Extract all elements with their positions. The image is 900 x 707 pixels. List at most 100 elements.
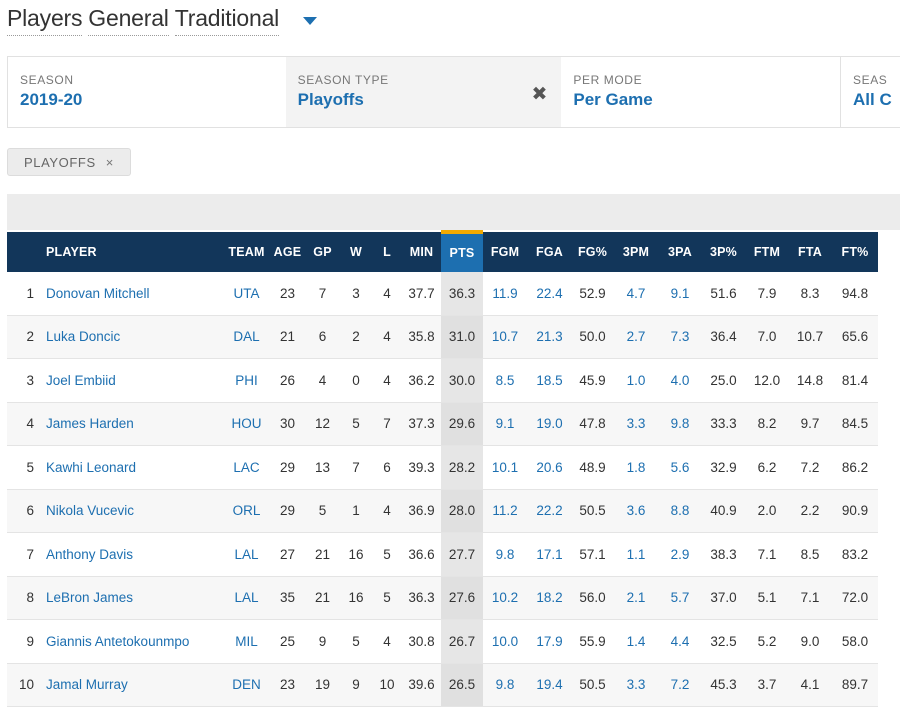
cell-fga[interactable]: 19.4 [527, 663, 572, 707]
col-fga[interactable]: FGA [527, 232, 572, 272]
cell-3pa[interactable]: 2.9 [659, 532, 701, 577]
col-team[interactable]: TEAM [223, 232, 270, 272]
col-fta[interactable]: FTA [788, 232, 832, 272]
cell-3pm[interactable]: 1.0 [613, 358, 659, 403]
cell-min: 36.2 [402, 358, 441, 403]
cell-fg-pct: 50.5 [572, 489, 613, 533]
filter-per-mode[interactable]: PER MODE Per Game [561, 57, 841, 127]
cell-player[interactable]: Kawhi Leonard [41, 445, 223, 490]
cell-3pa[interactable]: 7.2 [659, 663, 701, 707]
filter-season-type[interactable]: SEASON TYPE Playoffs ✖ [285, 57, 562, 127]
close-icon[interactable]: ✖ [531, 84, 548, 105]
cell-fgm[interactable]: 10.7 [483, 315, 527, 359]
cell-player[interactable]: Giannis Antetokounmpo [41, 619, 223, 664]
cell-team[interactable]: PHI [223, 358, 270, 403]
cell-fgm[interactable]: 10.2 [483, 576, 527, 620]
cell-3pm[interactable]: 1.8 [613, 445, 659, 490]
cell-player[interactable]: Donovan Mitchell [41, 272, 223, 316]
col-l[interactable]: L [372, 232, 402, 272]
cell-fgm[interactable]: 11.9 [483, 272, 527, 316]
cell-team[interactable]: ORL [223, 489, 270, 533]
cell-team[interactable]: LAC [223, 445, 270, 490]
cell-fga[interactable]: 21.3 [527, 315, 572, 359]
cell-3pm[interactable]: 3.3 [613, 402, 659, 446]
col-gp[interactable]: GP [305, 232, 340, 272]
col-min[interactable]: MIN [402, 232, 441, 272]
cell-pts: 27.7 [441, 532, 483, 577]
cell-team[interactable]: UTA [223, 272, 270, 316]
col-player[interactable]: PLAYER [41, 232, 223, 272]
cell-3p-pct: 32.5 [701, 619, 746, 664]
cell-player[interactable]: James Harden [41, 402, 223, 446]
cell-3pa[interactable]: 4.0 [659, 358, 701, 403]
col-fg-pct[interactable]: FG% [572, 232, 613, 272]
cell-team[interactable]: DAL [223, 315, 270, 359]
col-fgm[interactable]: FGM [483, 232, 527, 272]
cell-3pa[interactable]: 4.4 [659, 619, 701, 664]
cell-fgm[interactable]: 11.2 [483, 489, 527, 533]
col-ft-pct[interactable]: FT% [832, 232, 878, 272]
cell-fgm[interactable]: 8.5 [483, 358, 527, 403]
cell-team[interactable]: MIL [223, 619, 270, 664]
cell-fgm[interactable]: 10.1 [483, 445, 527, 490]
table-row: 7 Anthony Davis LAL 27 21 16 5 36.6 27.7 9.8 17.1 5… [7, 532, 878, 577]
cell-3pm[interactable]: 4.7 [613, 272, 659, 316]
cell-fgm[interactable]: 9.1 [483, 402, 527, 446]
cell-player[interactable]: LeBron James [41, 576, 223, 620]
cell-min: 36.9 [402, 489, 441, 533]
cell-3pa[interactable]: 5.7 [659, 576, 701, 620]
cell-fga[interactable]: 19.0 [527, 402, 572, 446]
cell-fga[interactable]: 18.5 [527, 358, 572, 403]
cell-team[interactable]: DEN [223, 663, 270, 707]
cell-3pm[interactable]: 3.6 [613, 489, 659, 533]
cell-fga[interactable]: 22.2 [527, 489, 572, 533]
filter-season-segment[interactable]: SEAS All C [841, 57, 900, 127]
cell-player[interactable]: Anthony Davis [41, 532, 223, 577]
col-w[interactable]: W [340, 232, 372, 272]
col-ftm[interactable]: FTM [746, 232, 788, 272]
cell-team[interactable]: HOU [223, 402, 270, 446]
cell-3pa[interactable]: 9.1 [659, 272, 701, 316]
cell-player[interactable]: Nikola Vucevic [41, 489, 223, 533]
cell-w: 1 [340, 489, 372, 533]
filter-season[interactable]: SEASON 2019-20 [8, 57, 286, 127]
cell-fga[interactable]: 17.1 [527, 532, 572, 577]
cell-player[interactable]: Jamal Murray [41, 663, 223, 707]
chevron-down-icon[interactable] [303, 17, 318, 25]
cell-min: 36.6 [402, 532, 441, 577]
cell-fgm[interactable]: 10.0 [483, 619, 527, 664]
cell-fgm[interactable]: 9.8 [483, 663, 527, 707]
cell-fga[interactable]: 22.4 [527, 272, 572, 316]
cell-3pa[interactable]: 7.3 [659, 315, 701, 359]
active-filter-tag[interactable]: PLAYOFFS × [7, 148, 131, 176]
cell-fgm[interactable]: 9.8 [483, 532, 527, 577]
cell-3pm[interactable]: 1.1 [613, 532, 659, 577]
col-3pa[interactable]: 3PA [659, 232, 701, 272]
col-age[interactable]: AGE [270, 232, 305, 272]
cell-3pm[interactable]: 1.4 [613, 619, 659, 664]
cell-3p-pct: 25.0 [701, 358, 746, 403]
cell-3pa[interactable]: 5.6 [659, 445, 701, 490]
cell-3pa[interactable]: 8.8 [659, 489, 701, 533]
col-3pm[interactable]: 3PM [613, 232, 659, 272]
cell-fg-pct: 48.9 [572, 445, 613, 490]
cell-3pm[interactable]: 2.1 [613, 576, 659, 620]
cell-3pa[interactable]: 9.8 [659, 402, 701, 446]
cell-player[interactable]: Joel Embiid [41, 358, 223, 403]
cell-player[interactable]: Luka Doncic [41, 315, 223, 359]
cell-team[interactable]: LAL [223, 532, 270, 577]
cell-3p-pct: 32.9 [701, 445, 746, 490]
cell-ftm: 7.9 [746, 272, 788, 316]
col-3p-pct[interactable]: 3P% [701, 232, 746, 272]
cell-fga[interactable]: 20.6 [527, 445, 572, 490]
cell-l: 5 [372, 576, 402, 620]
cell-rank: 10 [7, 663, 41, 707]
page-title[interactable]: Players General Traditional [7, 2, 318, 38]
remove-tag-icon[interactable]: × [105, 154, 114, 170]
col-pts-sorted[interactable]: PTS [441, 230, 483, 272]
cell-team[interactable]: LAL [223, 576, 270, 620]
cell-fga[interactable]: 17.9 [527, 619, 572, 664]
cell-fga[interactable]: 18.2 [527, 576, 572, 620]
cell-3pm[interactable]: 2.7 [613, 315, 659, 359]
cell-3pm[interactable]: 3.3 [613, 663, 659, 707]
